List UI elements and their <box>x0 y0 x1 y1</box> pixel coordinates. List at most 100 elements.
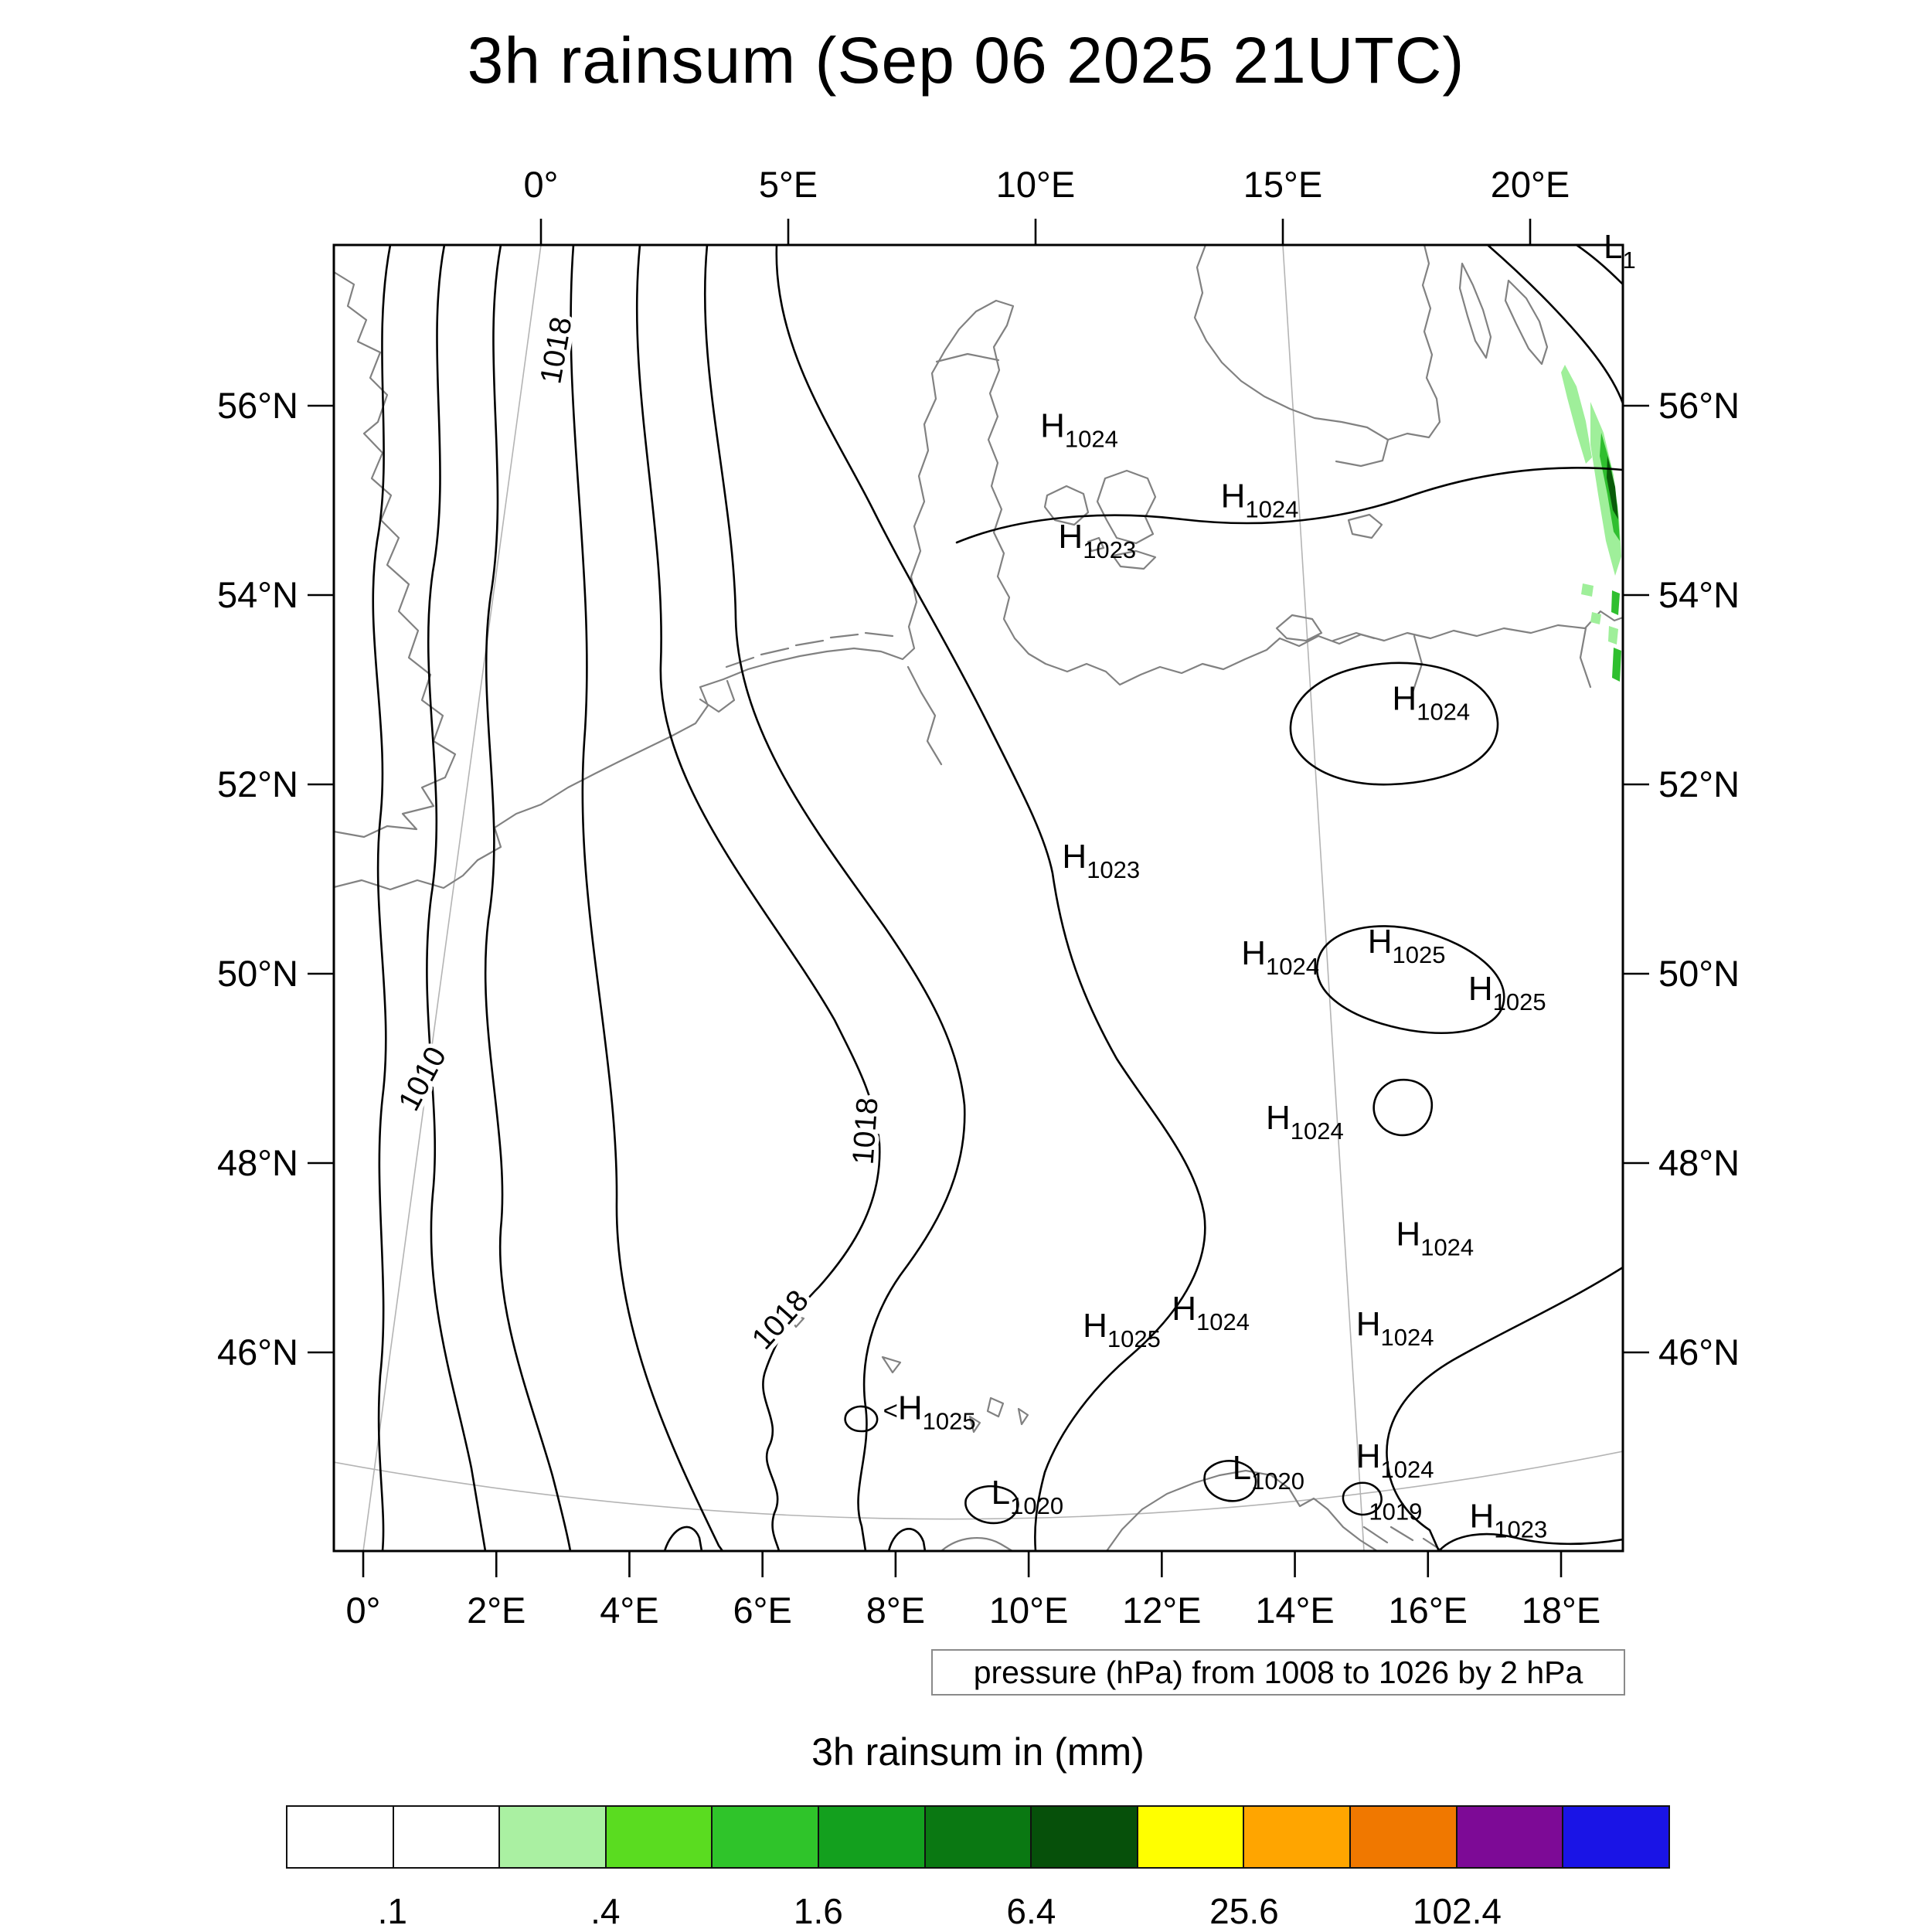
axis-label-left: 46°N <box>217 1332 298 1372</box>
pressure-contours <box>372 245 1623 1551</box>
axis-label-left: 54°N <box>217 574 298 615</box>
isobar-line <box>1386 1266 1623 1551</box>
coastline-segment <box>699 679 736 713</box>
pressure-center-L1020: L1020 <box>992 1474 1063 1519</box>
isobar-label-1018: 1018 <box>746 1284 815 1355</box>
axis-label-bottom: 8°E <box>866 1590 925 1631</box>
colorbar-cell-4 <box>713 1807 820 1867</box>
isobar-line <box>635 245 881 1551</box>
axis-label-bottom: 18°E <box>1522 1590 1600 1631</box>
colorbar-cell-3 <box>606 1807 713 1867</box>
axis-label-top: 0° <box>524 164 559 205</box>
pressure-center-L1: L1 <box>1604 228 1636 274</box>
colorbar-tick-25.6: 25.6 <box>1209 1891 1279 1931</box>
isobar-label-1010: 1010 <box>393 1042 454 1117</box>
coastline-segment <box>881 1355 902 1374</box>
axis-label-top: 5°E <box>759 164 818 205</box>
pressure-caption: pressure (hPa) from 1008 to 1026 by 2 hP… <box>931 1649 1625 1696</box>
rain-patch-light <box>1590 612 1601 624</box>
pressure-center-H1024: H1024 <box>1266 1099 1344 1145</box>
axis-label-bottom: 4°E <box>600 1590 658 1631</box>
isobar-line <box>1315 925 1505 1035</box>
coastline-segment <box>1087 536 1105 553</box>
coastline-segment <box>1105 1469 1379 1551</box>
coastline-segment <box>968 1415 981 1434</box>
rain-patch-med <box>1612 648 1621 682</box>
pressure-center-labels: H1024 H1024 H1023 H1024 H1023 H1024 H1025 H1025… <box>883 228 1636 1543</box>
coastline-segment <box>1504 279 1549 366</box>
axis-label-right: 56°N <box>1658 385 1740 426</box>
coastlines <box>334 245 1623 1551</box>
axis-label-bottom: 0° <box>346 1590 381 1631</box>
colorbar-cell-8 <box>1138 1807 1245 1867</box>
colorbar-cell-0 <box>287 1807 394 1867</box>
pressure-center-H1024: H1024 <box>1241 934 1319 980</box>
colorbar-ticks: .1 .4 1.6 6.4 25.6 102.4 <box>286 1890 1670 1932</box>
axis-label-top: 15°E <box>1243 164 1322 205</box>
coastline-segment <box>1579 627 1592 689</box>
coastline-segment <box>1275 614 1323 642</box>
pressure-center-H1024: H1024 <box>1396 1216 1474 1261</box>
axis-label-top: 10°E <box>996 164 1075 205</box>
pressure-center-H1025: H1025 <box>1468 970 1546 1015</box>
coastline-segment <box>1096 469 1157 545</box>
axis-labels: 0° 5°E 10°E 15°E 20°E 0° 2°E 4°E 6°E 8°E 10°E 12°E 1… <box>217 164 1740 1631</box>
isobar-line <box>1289 662 1499 786</box>
axis-label-bottom: 10°E <box>989 1590 1068 1631</box>
isobar-line <box>964 1485 1019 1525</box>
rain-patch-light <box>1581 583 1594 597</box>
isobar-line <box>426 245 487 1551</box>
map-content <box>334 245 1623 1551</box>
axis-label-left: 56°N <box>217 385 298 426</box>
axis-label-left: 48°N <box>217 1142 298 1183</box>
colorbar-tick-6.4: 6.4 <box>1006 1891 1056 1931</box>
isobar-label-1018: 1018 <box>847 1097 885 1166</box>
coastline-segment <box>935 352 1000 363</box>
coastline-segment <box>1111 549 1157 570</box>
coastline-segment <box>1458 262 1492 359</box>
coastline-segment <box>1043 485 1090 526</box>
axis-label-right: 50°N <box>1658 953 1740 994</box>
colorbar <box>286 1805 1670 1869</box>
rain-shading <box>1561 365 1621 682</box>
pressure-center-H1023: H1023 <box>1062 838 1140 883</box>
rain-patch-dark <box>1607 456 1618 519</box>
colorbar-cell-7 <box>1032 1807 1138 1867</box>
colorbar-cell-12 <box>1563 1807 1668 1867</box>
pressure-center-H1025: H1025 <box>1083 1307 1161 1352</box>
rain-patch-light <box>1561 365 1592 464</box>
isobar-line <box>372 245 392 1551</box>
pressure-center-H1024: H1024 <box>1356 1437 1434 1483</box>
pressure-center-H1024: H1024 <box>1356 1305 1434 1351</box>
axis-label-right: 54°N <box>1658 574 1740 615</box>
isobar-line <box>570 245 724 1551</box>
axis-label-bottom: 6°E <box>733 1590 792 1631</box>
axis-label-bottom: 16°E <box>1389 1590 1468 1631</box>
axis-label-left: 50°N <box>217 953 298 994</box>
pressure-center-H1024: H1024 <box>1221 478 1299 523</box>
pressure-center-H1025: <H1025 <box>883 1389 976 1434</box>
isobar-line <box>1575 245 1623 286</box>
isobar-line <box>1203 1460 1257 1502</box>
isobar-line <box>1342 1481 1383 1516</box>
coastline-segment <box>1332 631 1376 642</box>
colorbar-tick-.4: .4 <box>590 1891 621 1931</box>
isobar-line <box>775 245 1206 1551</box>
axis-label-right: 46°N <box>1658 1332 1740 1372</box>
coastline-segment <box>906 665 943 766</box>
graticule-line <box>362 245 542 1551</box>
pressure-center-L1020: L1020 <box>1233 1449 1304 1495</box>
axis-label-bottom: 14°E <box>1255 1590 1334 1631</box>
colorbar-cell-5 <box>819 1807 926 1867</box>
isobar-line <box>887 1528 927 1551</box>
axis-label-right: 52°N <box>1658 764 1740 804</box>
isobar-line <box>844 1405 879 1433</box>
coastline-segment <box>1193 245 1441 441</box>
legend-title: 3h rainsum in (mm) <box>811 1730 1145 1774</box>
pressure-center-H1023: H1023 <box>1470 1498 1548 1543</box>
page-title: 3h rainsum (Sep 06 2025 21UTC) <box>467 24 1465 97</box>
axis-ticks <box>308 219 1649 1577</box>
